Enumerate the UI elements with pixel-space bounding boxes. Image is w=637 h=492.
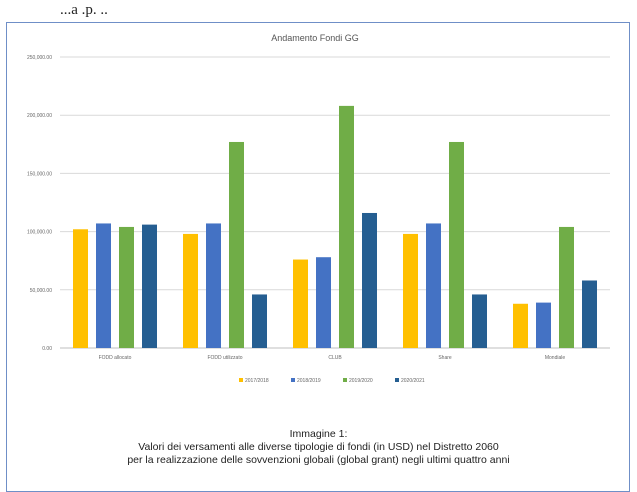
bar — [472, 294, 487, 348]
bar — [96, 223, 111, 348]
bar — [229, 141, 244, 348]
legend-label: 2020/2021 — [401, 378, 425, 384]
bar — [513, 303, 528, 348]
page-top-text: ...a .p. .. — [60, 2, 108, 18]
x-axis-ticks: FODD allocato FODD utilizzato CLUB Share Mon… — [99, 355, 566, 361]
caption-line-2: Valori dei versamenti alle diverse tipol… — [138, 441, 499, 453]
bar — [293, 259, 308, 348]
y-tick-label: 150,000.00 — [27, 171, 52, 177]
bar — [559, 226, 574, 348]
legend-swatch — [395, 378, 399, 382]
legend-swatch — [343, 378, 347, 382]
x-tick-label: FODD allocato — [99, 355, 132, 361]
bar — [316, 257, 331, 348]
chart-title: Andamento Fondi GG — [271, 33, 359, 43]
legend-swatch — [239, 378, 243, 382]
x-tick-label: Share — [438, 355, 452, 361]
bar — [119, 226, 134, 348]
y-tick-label: 200,000.00 — [27, 113, 52, 119]
x-tick-label: FODD utilizzato — [207, 355, 242, 361]
caption-line-1: Immagine 1: — [289, 428, 348, 440]
bar — [206, 223, 221, 348]
y-tick-label: 100,000.00 — [27, 230, 52, 236]
legend-swatch — [291, 378, 295, 382]
bar — [73, 229, 88, 348]
y-axis-ticks: 0.00 50,000.00 100,000.00 150,000.00 200,000… — [27, 55, 52, 352]
x-tick-label: Mondiale — [545, 355, 566, 361]
bar — [183, 233, 198, 348]
top-strip: ...a .p. .. — [0, 0, 637, 22]
bar — [449, 141, 464, 348]
figure-caption: Immagine 1: Valori dei versamenti alle d… — [0, 428, 637, 467]
legend: 2017/2018 2018/2019 2019/2020 2020/2021 — [239, 378, 425, 384]
bar — [339, 105, 354, 348]
bar — [582, 280, 597, 348]
bar — [362, 212, 377, 348]
bar — [536, 302, 551, 348]
y-tick-label: 0.00 — [42, 346, 52, 352]
legend-label: 2017/2018 — [245, 378, 269, 384]
bars — [73, 105, 597, 348]
y-tick-label: 50,000.00 — [30, 288, 52, 294]
bar — [252, 294, 267, 348]
x-tick-label: CLUB — [328, 355, 342, 361]
legend-label: 2019/2020 — [349, 378, 373, 384]
bar — [142, 224, 157, 348]
caption-line-3: per la realizzazione delle sovvenzioni g… — [127, 454, 510, 466]
bar — [403, 233, 418, 348]
bar — [426, 223, 441, 348]
y-tick-label: 250,000.00 — [27, 55, 52, 61]
legend-label: 2018/2019 — [297, 378, 321, 384]
